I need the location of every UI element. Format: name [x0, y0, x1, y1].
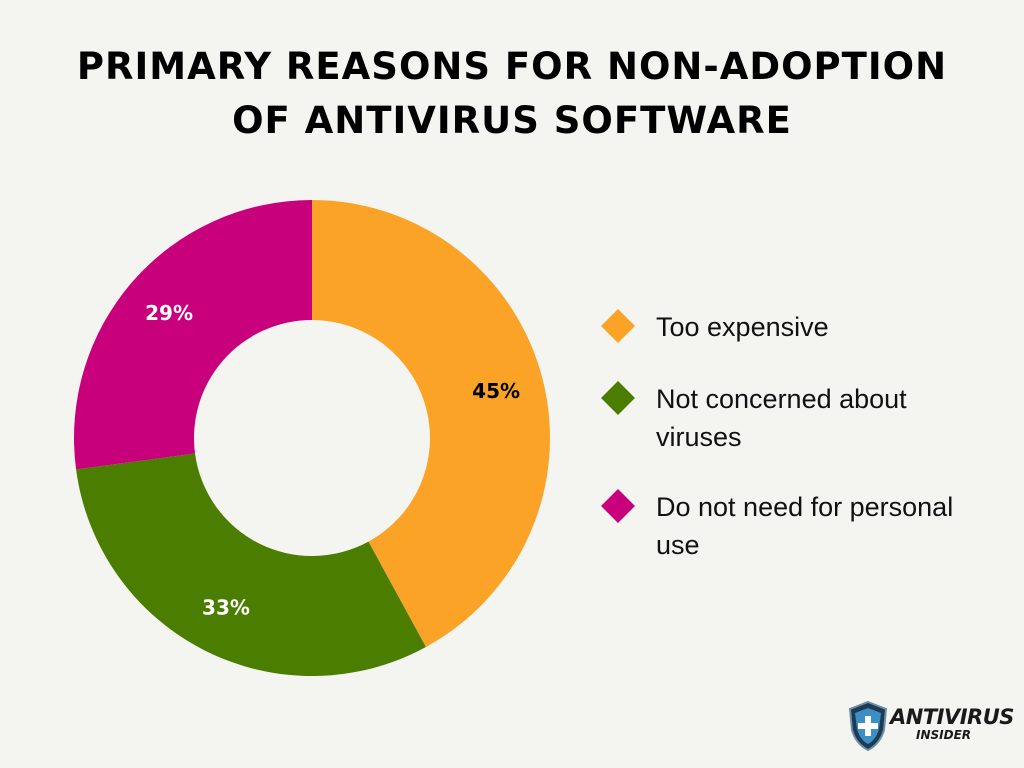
- slice-do-not-need: [74, 200, 312, 470]
- legend-item-do-not-need: Do not need for personal use: [600, 488, 956, 564]
- slice-not-concerned: [76, 453, 426, 676]
- slice-label-not-concerned: 33%: [202, 595, 250, 619]
- legend-marker-magenta-diamond-icon: [601, 489, 635, 523]
- logo-name: ANTIVIRUS: [890, 705, 1014, 729]
- legend-marker-green-diamond-icon: [601, 381, 635, 415]
- legend-label: Do not need for personal use: [656, 492, 954, 560]
- chart-title-line-1: PRIMARY REASONS FOR NON-ADOPTION: [76, 45, 948, 88]
- legend-marker-orange-diamond-icon: [601, 309, 635, 343]
- slice-label-do-not-need: 29%: [145, 301, 193, 325]
- legend-label: Too expensive: [656, 312, 829, 342]
- chart-title: PRIMARY REASONS FOR NON-ADOPTION OF ANTI…: [0, 40, 1024, 148]
- slice-too-expensive: [312, 200, 551, 647]
- chart-title-line-2: OF ANTIVIRUS SOFTWARE: [232, 99, 792, 142]
- legend-item-not-concerned: Not concerned about viruses: [600, 380, 956, 456]
- legend-item-too-expensive: Too expensive: [600, 308, 956, 346]
- logo-subtitle: INSIDER: [916, 728, 972, 742]
- shield-icon: [848, 700, 888, 752]
- antivirus-insider-logo: ANTIVIRUS INSIDER: [846, 700, 1014, 752]
- slice-label-too-expensive: 45%: [472, 379, 520, 403]
- legend-label: Not concerned about viruses: [656, 384, 907, 452]
